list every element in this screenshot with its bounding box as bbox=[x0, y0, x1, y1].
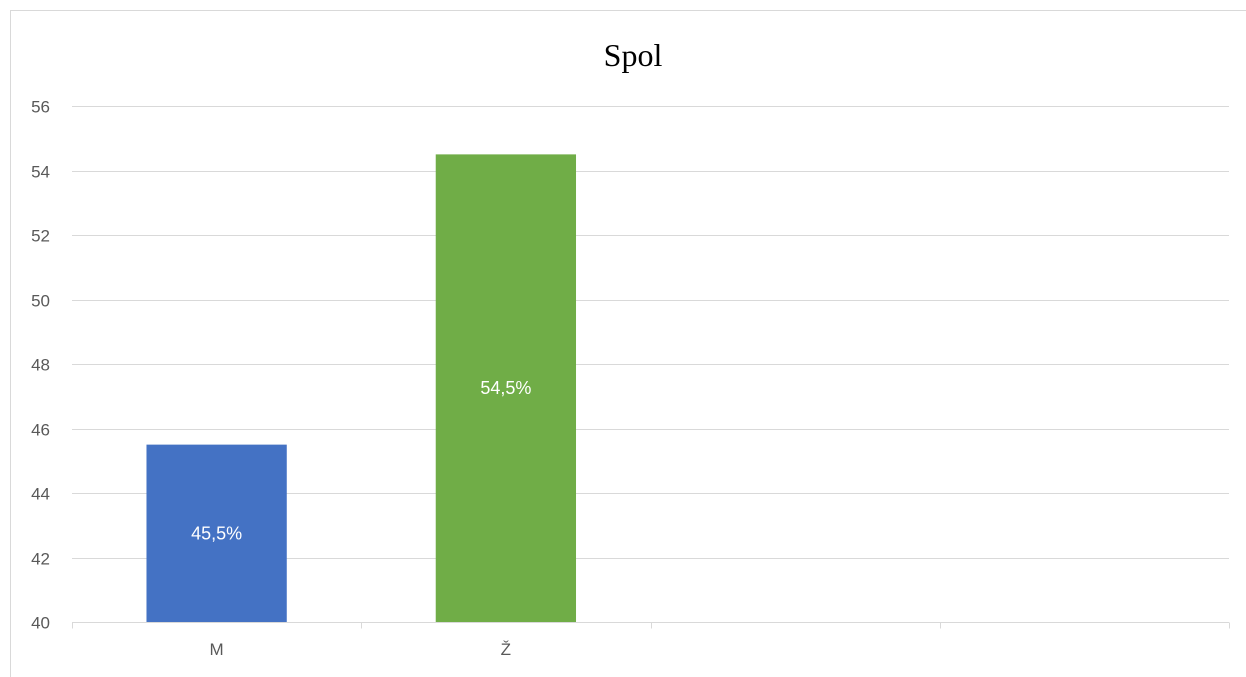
y-axis-ticks: 40 42 44 46 48 50 52 54 56 bbox=[31, 98, 50, 633]
chart-title: Spol bbox=[604, 37, 663, 73]
y-tick-label: 42 bbox=[31, 550, 50, 569]
y-tick-label: 46 bbox=[31, 421, 50, 440]
x-tick-label: M bbox=[210, 640, 224, 659]
data-label: 45,5% bbox=[191, 523, 242, 543]
data-label: 54,5% bbox=[480, 378, 531, 398]
y-tick-label: 54 bbox=[31, 163, 50, 182]
y-tick-label: 52 bbox=[31, 227, 50, 246]
y-tick-label: 44 bbox=[31, 485, 50, 504]
bar bbox=[435, 154, 577, 622]
y-tick-label: 40 bbox=[31, 614, 50, 633]
y-tick-label: 56 bbox=[31, 98, 50, 117]
x-tick-label: Ž bbox=[501, 640, 511, 659]
bar bbox=[146, 444, 287, 622]
y-tick-label: 48 bbox=[31, 356, 50, 375]
gridlines bbox=[72, 106, 1229, 559]
y-tick-label: 50 bbox=[31, 292, 50, 311]
bars: 45,5% 54,5% bbox=[146, 154, 577, 622]
